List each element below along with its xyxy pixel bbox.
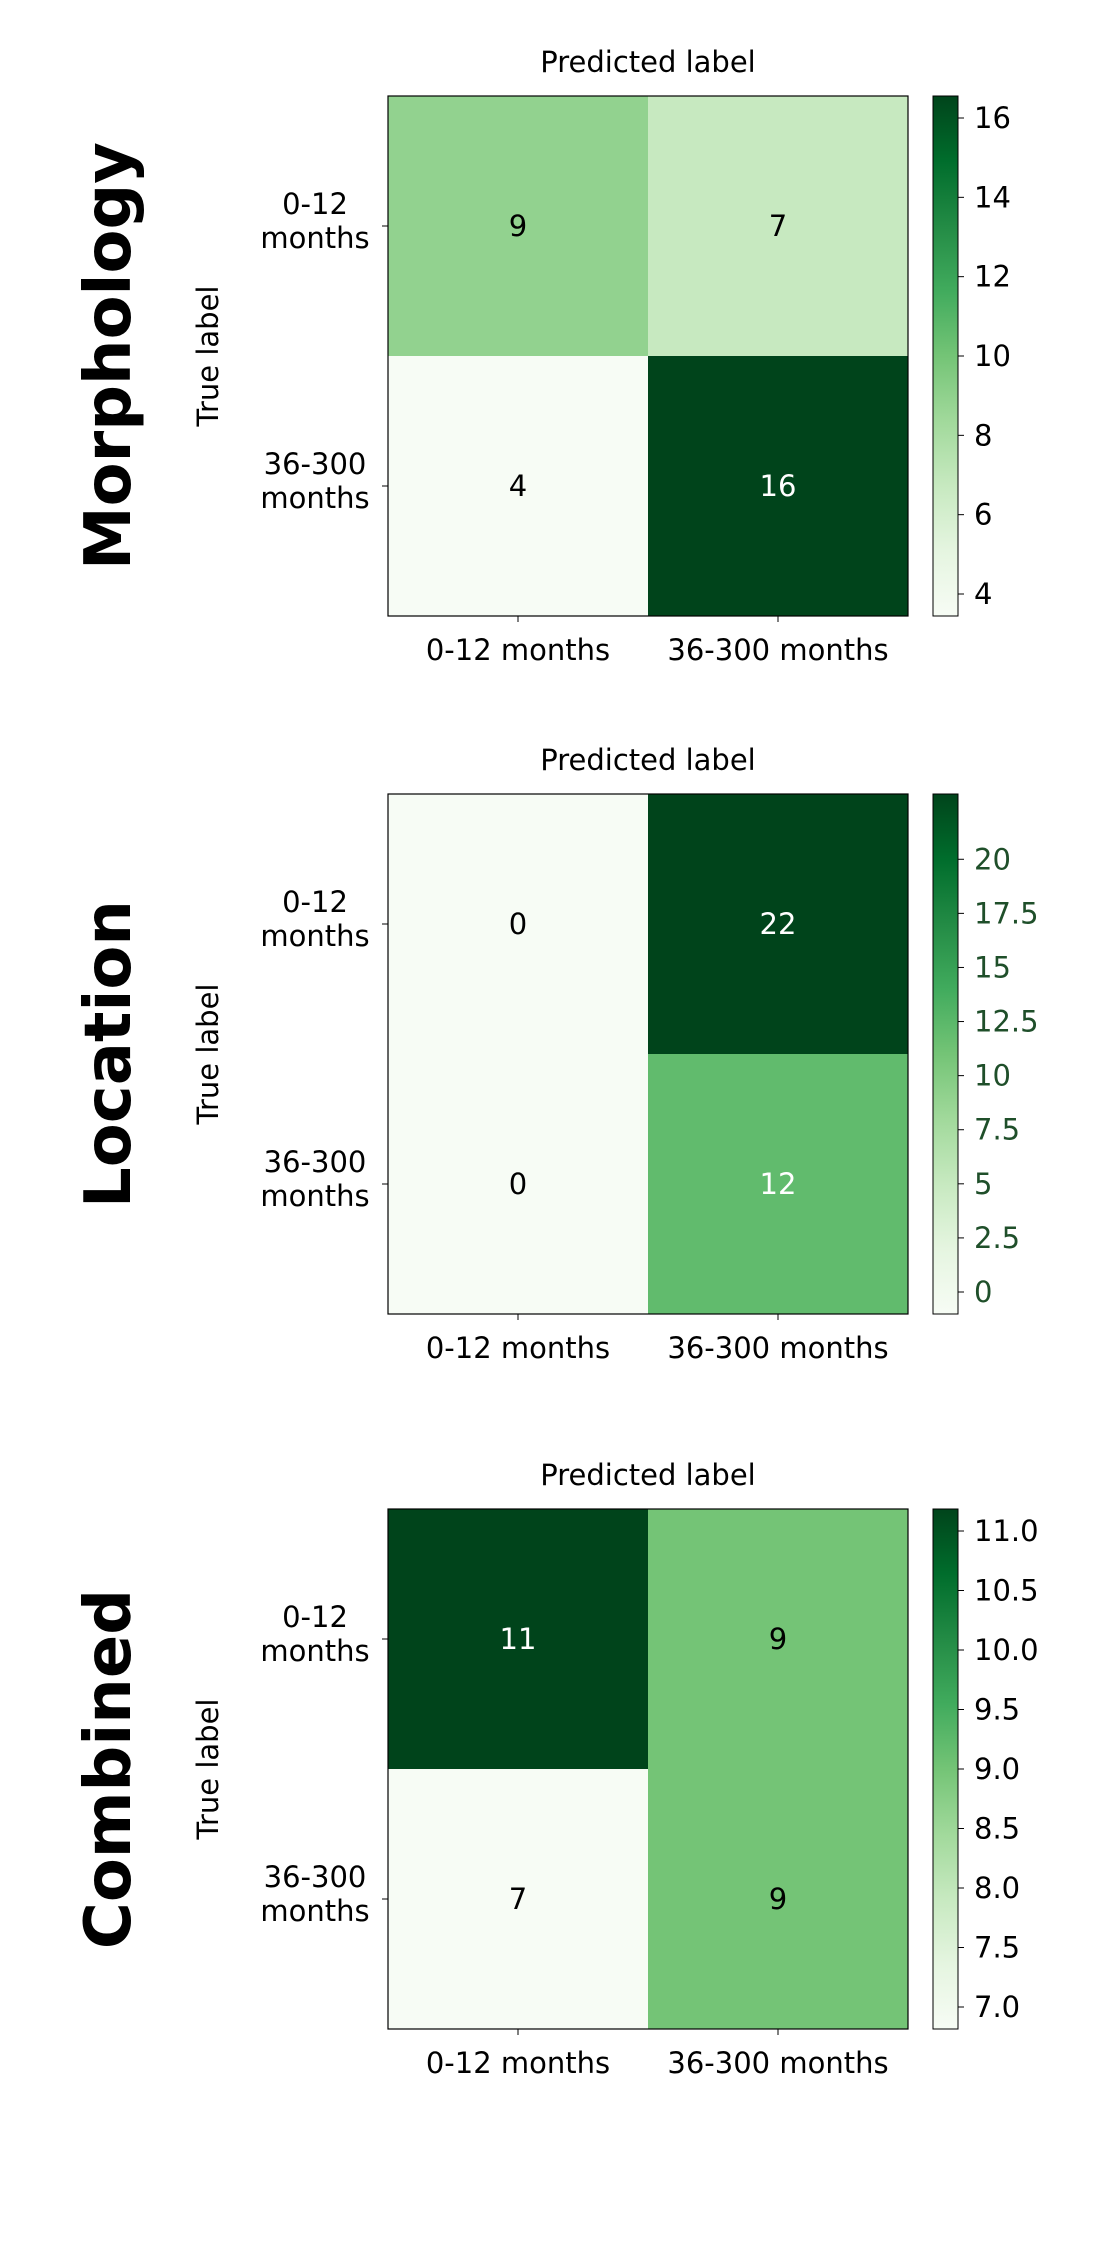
colorbar-tick-label: 0 [974, 1275, 992, 1309]
cell-value: 22 [760, 907, 797, 941]
cell-value: 9 [769, 1622, 787, 1656]
cell-value: 12 [760, 1167, 797, 1201]
colorbar-tick-label: 8.0 [974, 1871, 1020, 1905]
colorbar-tick-label: 14 [974, 180, 1011, 214]
panel-combined: Combined Predicted label True label 11 9 7 9 0-… [72, 1458, 1039, 2080]
colorbar-tick-label: 17.5 [974, 896, 1039, 930]
colorbar [932, 95, 959, 617]
x-tick-label: 0-12 months [426, 2046, 610, 2080]
colorbar-tick-label: 9.0 [974, 1752, 1020, 1786]
colorbar-tick-label: 16 [974, 101, 1011, 135]
cell-r1-c1 [648, 1769, 908, 2029]
cell-value: 7 [769, 209, 787, 243]
cell-r1-c0 [388, 356, 648, 616]
y-tick-label: 0-12 months [260, 1600, 369, 1668]
x-tick-label: 0-12 months [426, 633, 610, 667]
cell-r1-c1 [648, 1054, 908, 1314]
cell-r0-c1 [648, 1509, 908, 1769]
colorbar-tick-label: 10 [974, 339, 1011, 373]
cell-r1-c0 [388, 1054, 648, 1314]
y-axis-title: True label [191, 286, 225, 428]
cell-value: 9 [769, 1882, 787, 1916]
x-axis-title: Predicted label [540, 1458, 756, 1492]
colorbar-tick-label: 8.5 [974, 1812, 1020, 1846]
colorbar-tick-label: 7.5 [974, 1931, 1020, 1965]
matrix-frame [387, 1508, 909, 2030]
cell-r1-c1 [648, 356, 908, 616]
cell-value: 4 [509, 469, 527, 503]
row-title: Combined [72, 1589, 146, 1949]
colorbar [932, 793, 959, 1315]
colorbar-tick-label: 10.0 [974, 1633, 1039, 1667]
colorbar-tick-label: 2.5 [974, 1221, 1020, 1255]
colorbar-tick-label: 12.5 [974, 1005, 1039, 1039]
cell-value: 16 [760, 469, 797, 503]
cell-value: 0 [509, 907, 527, 941]
x-tick-label: 36-300 months [667, 633, 888, 667]
colorbar-tick-label: 4 [974, 577, 992, 611]
matrix-frame [387, 793, 909, 1315]
y-tick-label: 36-300 months [260, 1860, 369, 1928]
colorbar-tick-label: 11.0 [974, 1514, 1039, 1548]
colorbar-tick-label: 9.5 [974, 1693, 1020, 1727]
row-title: Location [72, 900, 146, 1208]
colorbar-tick-label: 20 [974, 842, 1011, 876]
cell-r0-c1 [648, 794, 908, 1054]
y-axis-title: True label [191, 1699, 225, 1841]
y-axis-title: True label [191, 984, 225, 1126]
colorbar-tick-label: 15 [974, 950, 1011, 984]
y-tick-label: 36-300 months [260, 1145, 369, 1213]
x-tick-label: 0-12 months [426, 1331, 610, 1365]
cell-r0-c0 [388, 794, 648, 1054]
cell-r0-c0 [388, 1509, 648, 1769]
x-tick-label: 36-300 months [667, 2046, 888, 2080]
colorbar-tick-label: 7.0 [974, 1990, 1020, 2024]
cell-r1-c0 [388, 1769, 648, 2029]
y-tick-label: 36-300 months [260, 447, 369, 515]
cell-value: 7 [509, 1882, 527, 1916]
panel-morphology: Morphology Predicted label True label 9 7 4 16… [72, 45, 1011, 667]
y-tick-label: 0-12 months [260, 187, 369, 255]
colorbar-tick-label: 10 [974, 1059, 1011, 1093]
colorbar-tick-label: 8 [974, 418, 992, 452]
cell-value: 0 [509, 1167, 527, 1201]
x-axis-title: Predicted label [540, 743, 756, 777]
colorbar-tick-label: 6 [974, 498, 992, 532]
cell-r0-c0 [388, 96, 648, 356]
matrix-frame [387, 95, 909, 617]
y-tick-label: 0-12 months [260, 885, 369, 953]
colorbar-tick-label: 12 [974, 260, 1011, 294]
cell-value: 11 [500, 1622, 537, 1656]
colorbar-tick-label: 5 [974, 1167, 992, 1201]
colorbar-tick-label: 10.5 [974, 1574, 1039, 1608]
colorbar [932, 1508, 959, 2030]
cell-r0-c1 [648, 96, 908, 356]
row-title: Morphology [72, 142, 146, 570]
cell-value: 9 [509, 209, 527, 243]
x-tick-label: 36-300 months [667, 1331, 888, 1365]
x-axis-title: Predicted label [540, 45, 756, 79]
colorbar-tick-label: 7.5 [974, 1113, 1020, 1147]
panel-location: Location Predicted label True label 0 22 0 12 0… [72, 743, 1039, 1365]
